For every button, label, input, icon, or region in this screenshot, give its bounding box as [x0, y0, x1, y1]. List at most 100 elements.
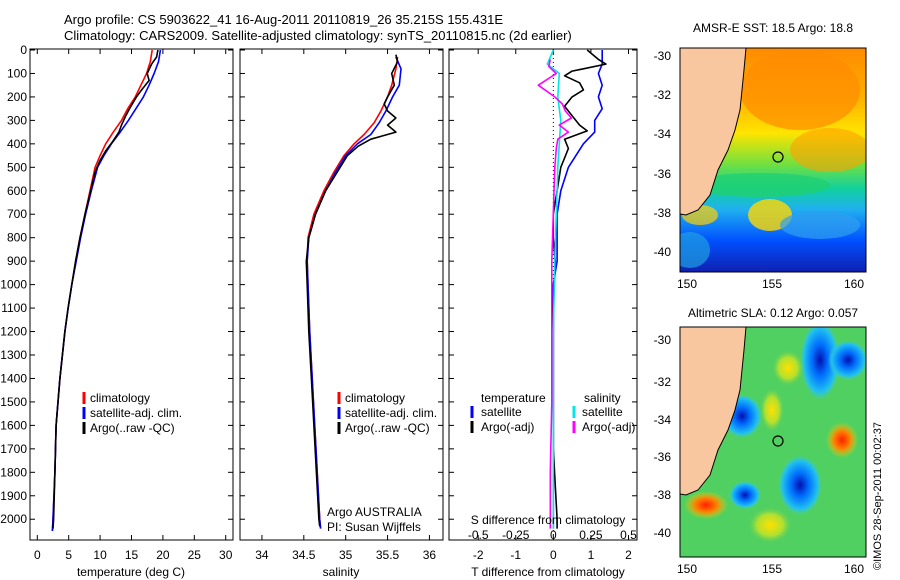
legend-label-t-satellite: satellite: [481, 405, 522, 419]
depth-tick-label: 100: [7, 66, 27, 80]
depth-tick-label: 1500: [0, 395, 27, 409]
depth-tick-label: 1400: [0, 371, 27, 385]
salinity-xlabel: salinity: [323, 565, 360, 579]
legend-label-argo: Argo(..raw -QC): [345, 421, 430, 435]
svg-text:-32: -32: [654, 375, 672, 389]
depth-tick-label: 1700: [0, 442, 27, 456]
svg-text:-32: -32: [654, 88, 672, 102]
x-tick-label: 35: [339, 548, 353, 562]
depth-tick-label: 1100: [1, 301, 27, 315]
sst-map-frame: [679, 47, 867, 273]
s-diff-tick-label: -0.5: [468, 528, 489, 542]
x-tick-label: 0: [550, 548, 557, 562]
header-line2: Climatology: CARS2009. Satellite-adjuste…: [64, 28, 572, 43]
depth-tick-label: 1200: [0, 325, 27, 339]
x-tick-label: 34: [255, 548, 269, 562]
svg-text:-40: -40: [654, 245, 672, 259]
x-tick-label: -2: [473, 548, 484, 562]
svg-text:155: 155: [762, 277, 782, 291]
depth-axis: 0 100 200 300 400 500 600 700 800 900 1000 1100 1200…: [0, 43, 637, 526]
sla-lon-ticks: 150 155 160: [677, 562, 864, 576]
svg-text:-30: -30: [654, 333, 672, 347]
series-line-satellite-adj-clim-: [306, 56, 402, 529]
legend-title-temperature: temperature: [481, 391, 546, 405]
sla-map-field: [680, 327, 866, 557]
s-diff-tick-label: 0.25: [579, 528, 603, 542]
x-tick-label: 5: [65, 548, 72, 562]
series-line-climatology: [306, 56, 399, 529]
sla-lat-ticks: -30 -32 -34 -36 -38 -40: [654, 333, 672, 540]
x-tick-label: 34.5: [292, 548, 316, 562]
x-tick-label: 20: [156, 548, 170, 562]
sst-map-title: AMSR-E SST: 18.5 Argo: 18.8: [693, 21, 853, 35]
depth-tick-label: 2000: [0, 512, 27, 526]
series-line-satellite-adj-clim-: [51, 49, 162, 532]
legend-label-climatology: climatology: [90, 391, 150, 405]
x-tick-label: 36: [423, 548, 437, 562]
svg-text:155: 155: [762, 562, 782, 576]
depth-tick-label: 600: [7, 184, 27, 198]
svg-text:-40: -40: [654, 526, 672, 540]
svg-text:-34: -34: [654, 413, 672, 427]
depth-tick-label: 1000: [0, 278, 27, 292]
x-tick-label: 15: [125, 548, 139, 562]
panel-difference-frame: [448, 48, 638, 541]
depth-tick-label: 500: [7, 160, 27, 174]
s-diff-tick-label: -0.25: [502, 528, 530, 542]
legend-label-s-satellite: satellite: [582, 405, 623, 419]
legend-label-s-argo: Argo(-adj): [582, 420, 635, 434]
legend-label-t-argo: Argo(-adj): [481, 420, 534, 434]
series-line-climatology: [51, 49, 153, 532]
svg-text:160: 160: [844, 277, 864, 291]
s-diff-tick-label: 0.5: [620, 528, 637, 542]
x-tick-label: 10: [93, 548, 107, 562]
series-line-salinity-argo-adj-: [537, 59, 573, 529]
series-line-argo-raw-qc-: [305, 54, 399, 527]
svg-text:150: 150: [677, 277, 697, 291]
sst-lat-ticks: -30 -32 -34 -36 -38 -40: [654, 49, 672, 259]
sst-lon-ticks: 150 155 160: [677, 277, 864, 291]
depth-tick-label: 200: [7, 90, 27, 104]
x-tick-label: 2: [625, 548, 632, 562]
depth-tick-label: 800: [7, 231, 27, 245]
temperature-legend: climatology satellite-adj. clim. Argo(..…: [82, 391, 182, 435]
depth-tick-label: 400: [7, 137, 27, 151]
depth-tick-label: 1600: [0, 418, 27, 432]
sst-argo-position-marker: [772, 151, 784, 163]
temperature-panel: 0 5 10 15 20 25 30: [34, 49, 233, 562]
salinity-panel: 34 34.5 35 35.5 36: [255, 49, 436, 562]
legend-label-satellite: satellite-adj. clim.: [90, 406, 182, 420]
depth-tick-label: 0: [20, 43, 27, 57]
depth-tick-label: 1800: [0, 465, 27, 479]
svg-text:160: 160: [844, 562, 864, 576]
depth-tick-label: 300: [7, 113, 27, 127]
svg-text:-34: -34: [654, 127, 672, 141]
sla-map-title: Altimetric SLA: 0.12 Argo: 0.057: [688, 306, 858, 320]
sla-map-frame: [679, 326, 867, 558]
x-tick-label: 1: [588, 548, 595, 562]
svg-text:-38: -38: [654, 488, 672, 502]
legend-label-satellite: satellite-adj. clim.: [345, 406, 437, 420]
svg-text:-36: -36: [654, 167, 672, 181]
series-line-argo-raw-qc-: [52, 49, 159, 529]
legend-title-salinity: salinity: [584, 391, 621, 405]
difference-legend: temperature satellite Argo(-adj) salinit…: [470, 391, 635, 434]
timestamp: ©IMOS 28-Sep-2011 00:02:37: [872, 422, 884, 570]
float-program: Argo AUSTRALIA: [327, 505, 422, 519]
t-difference-xlabel: T difference from climatology: [471, 565, 625, 579]
depth-tick-label: 900: [7, 254, 27, 268]
float-pi: PI: Susan Wijffels: [327, 520, 421, 534]
depth-tick-label: 1300: [0, 348, 27, 362]
sst-map-field: [680, 48, 866, 272]
x-tick-label: 35.5: [376, 548, 400, 562]
x-tick-label: 30: [219, 548, 233, 562]
panel-salinity-frame: [239, 48, 444, 541]
depth-tick-label: 700: [7, 207, 27, 221]
svg-text:-30: -30: [654, 49, 672, 63]
legend-label-climatology: climatology: [345, 391, 405, 405]
salinity-legend: climatology satellite-adj. clim. Argo(..…: [327, 391, 437, 534]
x-tick-label: -1: [510, 548, 521, 562]
x-tick-label: 25: [188, 548, 202, 562]
